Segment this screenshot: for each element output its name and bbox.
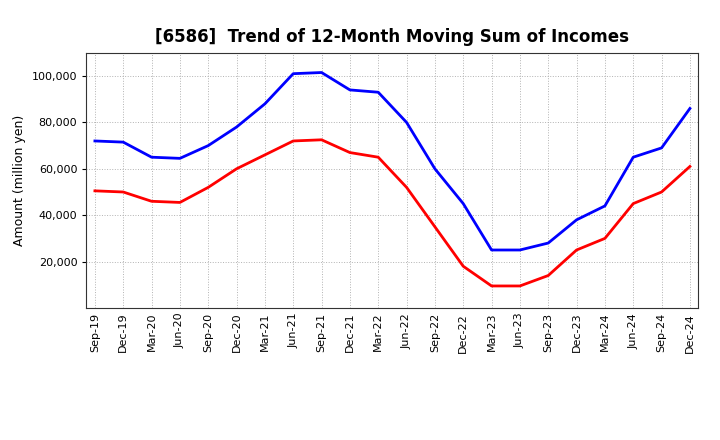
Ordinary Income xyxy=(459,201,467,206)
Title: [6586]  Trend of 12-Month Moving Sum of Incomes: [6586] Trend of 12-Month Moving Sum of I… xyxy=(156,28,629,46)
Ordinary Income xyxy=(629,154,637,160)
Net Income xyxy=(402,185,411,190)
Ordinary Income xyxy=(572,217,581,223)
Ordinary Income xyxy=(233,125,241,130)
Line: Ordinary Income: Ordinary Income xyxy=(95,73,690,250)
Net Income xyxy=(516,283,524,289)
Net Income xyxy=(148,198,156,204)
Line: Net Income: Net Income xyxy=(95,140,690,286)
Net Income xyxy=(459,264,467,269)
Net Income xyxy=(346,150,354,155)
Ordinary Income xyxy=(204,143,212,148)
Ordinary Income xyxy=(431,166,439,172)
Net Income xyxy=(544,273,552,278)
Net Income xyxy=(431,224,439,229)
Ordinary Income xyxy=(91,138,99,143)
Net Income xyxy=(261,152,269,158)
Net Income xyxy=(487,283,496,289)
Net Income xyxy=(204,185,212,190)
Ordinary Income xyxy=(374,90,382,95)
Ordinary Income xyxy=(289,71,297,76)
Net Income xyxy=(318,137,326,143)
Ordinary Income xyxy=(657,145,666,150)
Net Income xyxy=(119,189,127,194)
Ordinary Income xyxy=(600,203,609,209)
Ordinary Income xyxy=(318,70,326,75)
Ordinary Income xyxy=(544,240,552,246)
Ordinary Income xyxy=(516,247,524,253)
Net Income xyxy=(685,164,694,169)
Net Income xyxy=(600,236,609,241)
Ordinary Income xyxy=(119,139,127,145)
Ordinary Income xyxy=(402,120,411,125)
Y-axis label: Amount (million yen): Amount (million yen) xyxy=(13,115,27,246)
Ordinary Income xyxy=(487,247,496,253)
Ordinary Income xyxy=(176,156,184,161)
Net Income xyxy=(572,247,581,253)
Ordinary Income xyxy=(148,154,156,160)
Net Income xyxy=(657,189,666,194)
Net Income xyxy=(374,154,382,160)
Net Income xyxy=(176,200,184,205)
Net Income xyxy=(629,201,637,206)
Net Income xyxy=(233,166,241,172)
Ordinary Income xyxy=(346,87,354,92)
Net Income xyxy=(289,138,297,143)
Net Income xyxy=(91,188,99,194)
Ordinary Income xyxy=(261,101,269,106)
Ordinary Income xyxy=(685,106,694,111)
